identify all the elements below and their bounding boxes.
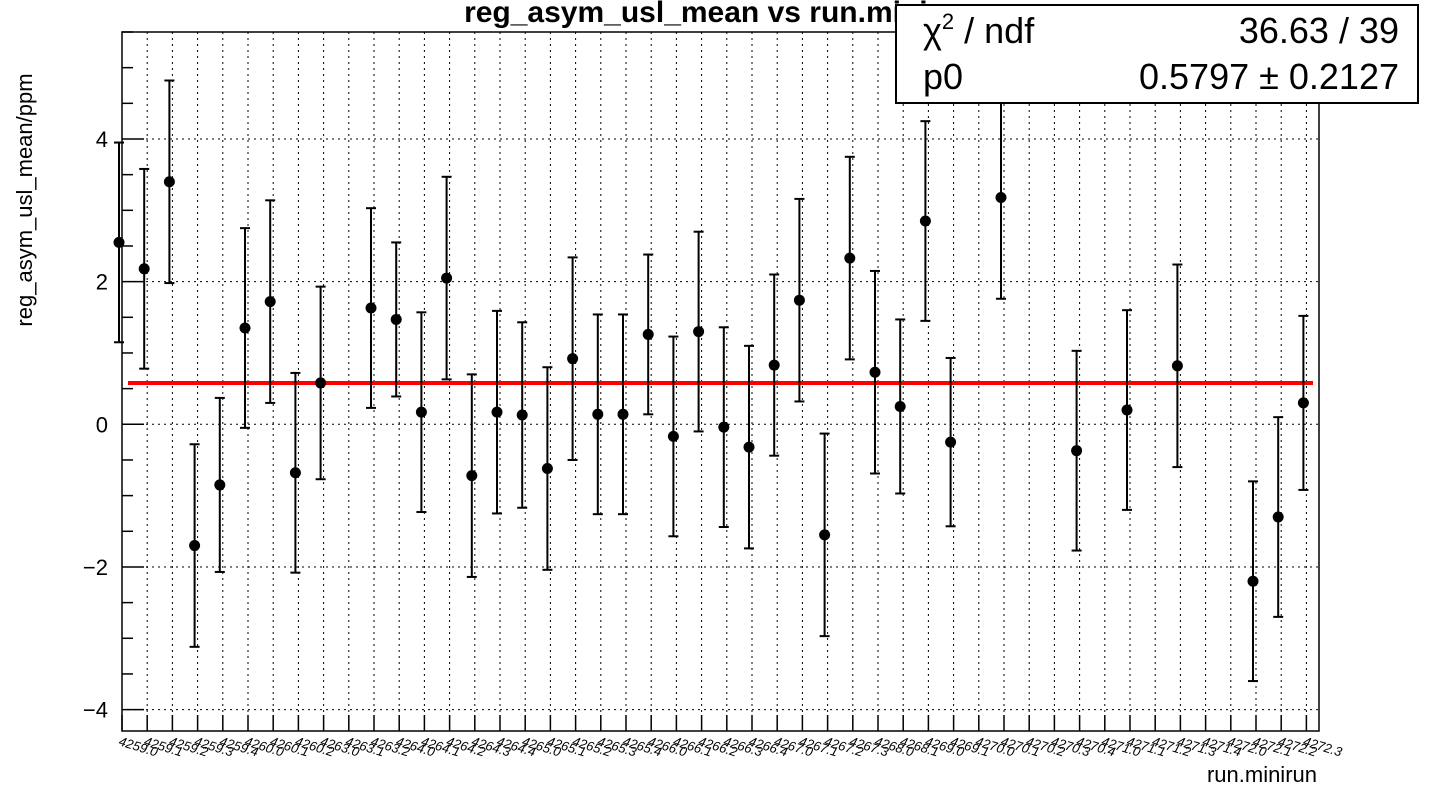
- data-point: [617, 408, 629, 420]
- data-point: [315, 377, 327, 389]
- data-point: [793, 294, 805, 306]
- data-point: [541, 463, 553, 475]
- data-point: [163, 176, 175, 188]
- chart-title: reg_asym_usl_mean vs run.minirun: [464, 0, 976, 29]
- y-tick-label: −4: [83, 698, 108, 723]
- data-point: [768, 359, 780, 371]
- data-point: [415, 406, 427, 418]
- x-axis-title: run.minirun: [1207, 762, 1317, 787]
- chi2-value: 36.63 / 39: [1238, 10, 1399, 51]
- y-tick-label: 2: [96, 270, 108, 295]
- y-axis-title: reg_asym_usl_mean/ppm: [12, 73, 37, 326]
- data-point: [819, 529, 831, 541]
- data-point: [567, 353, 579, 365]
- p0-label: p0: [923, 56, 964, 97]
- data-point: [441, 272, 453, 284]
- data-point: [189, 540, 201, 552]
- data-point: [1071, 445, 1083, 457]
- data-point: [1171, 360, 1183, 372]
- chi2-label: χ2 / ndf: [923, 9, 1035, 51]
- data-point: [919, 215, 931, 227]
- data-point: [844, 252, 856, 264]
- fit-stats-box: χ2 / ndf 36.63 / 39 p0 0.5797 ± 0.2127: [895, 4, 1419, 104]
- p0-value: 0.5797 ± 0.2127: [1139, 56, 1399, 97]
- data-point: [289, 467, 301, 479]
- data-point: [466, 470, 478, 482]
- chi2-row: χ2 / ndf 36.63 / 39: [897, 6, 1417, 52]
- data-point: [894, 400, 906, 412]
- data-point: [1297, 397, 1309, 409]
- data-point: [642, 328, 654, 340]
- data-point: [693, 326, 705, 338]
- data-point: [1121, 404, 1133, 416]
- data-point: [945, 436, 957, 448]
- y-axis: −4 −2 0 2 4: [83, 31, 144, 723]
- x-axis: 4259.04259.14259.24259.34259.44260.04260…: [117, 715, 1345, 760]
- data-point: [214, 479, 226, 491]
- data-point: [264, 296, 276, 308]
- data-point: [592, 408, 604, 420]
- y-tick-label: 4: [96, 127, 108, 152]
- data-point: [667, 430, 679, 442]
- data-point: [995, 191, 1007, 203]
- data-point: [516, 409, 528, 421]
- data-point: [239, 322, 251, 334]
- y-tick-label: −2: [83, 555, 108, 580]
- data-point: [113, 236, 125, 248]
- p0-row: p0 0.5797 ± 0.2127: [897, 52, 1417, 98]
- plot-frame: [121, 31, 1320, 732]
- y-tick-label: 0: [96, 412, 108, 437]
- data-point: [1247, 575, 1259, 587]
- data-point: [718, 421, 730, 433]
- data-point: [1272, 511, 1284, 523]
- data-point: [743, 441, 755, 453]
- data-point: [390, 313, 402, 325]
- data-point: [138, 263, 150, 275]
- data-points: [113, 79, 1309, 683]
- data-point: [491, 406, 503, 418]
- data-point: [869, 366, 881, 378]
- data-point: [365, 302, 377, 314]
